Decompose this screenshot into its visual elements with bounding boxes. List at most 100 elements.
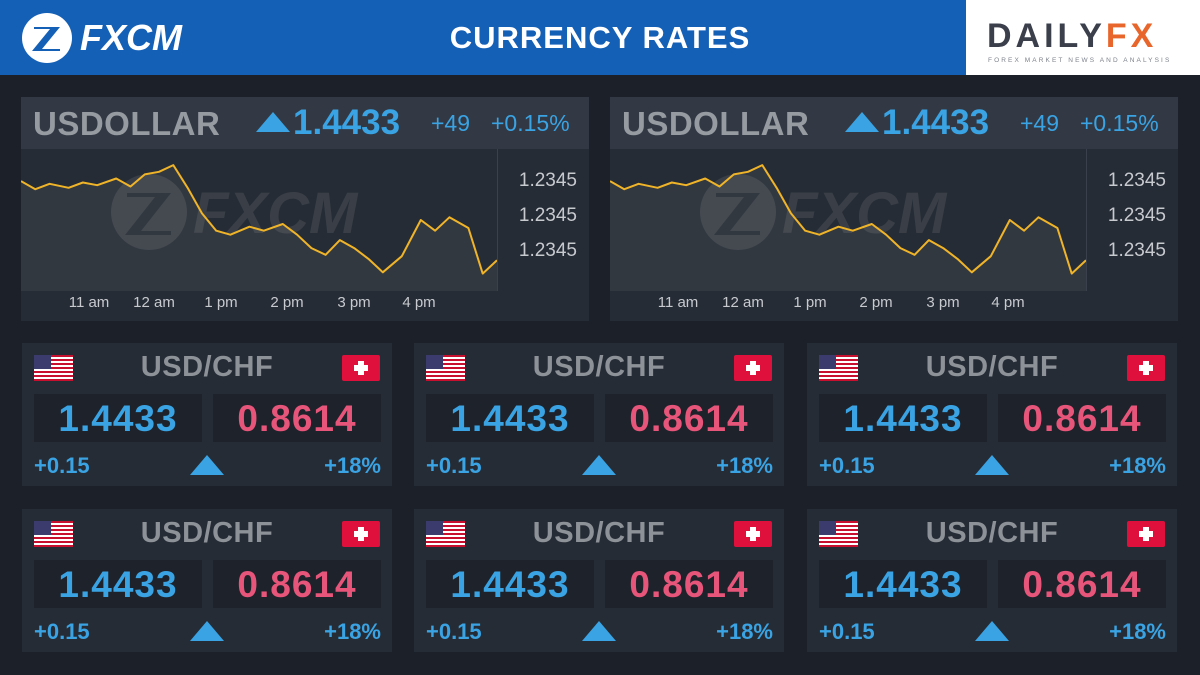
time-tick-label: 2 pm [270,294,304,311]
time-tick-label: 4 pm [402,294,436,311]
time-tick-label: 1 pm [793,294,827,311]
change-percent: +18% [716,453,773,478]
price-tick-label: 1.2345 [1107,240,1166,261]
fxcm-watermark: FXCM [111,174,359,250]
time-tick-label: 12 am [133,294,175,311]
change-value: +49 [431,110,471,136]
us-flag-icon [34,355,73,381]
price-axis: 1.2345 1.2345 1.2345 [497,149,589,291]
time-tick-label: 12 am [722,294,764,311]
bid-price: 1.4433 [819,560,987,608]
us-flag-icon [819,521,858,547]
change-percent: +0.15% [491,110,570,136]
bid-price: 1.4433 [426,394,594,442]
time-tick-label: 4 pm [991,294,1025,311]
time-tick-label: 11 am [68,294,110,311]
chart-panel-header: USDOLLAR 1.4433 +49 +0.15% [21,97,589,149]
up-arrow-icon [975,455,1009,475]
swiss-flag-icon [734,355,772,381]
dailyfx-logo-text: DAILYFX [987,18,1157,54]
currency-pair: USD/CHF [925,351,1059,383]
up-arrow-icon [975,621,1009,641]
change-value: +0.15 [426,619,482,644]
up-arrow-icon [190,621,224,641]
price-area [610,165,1086,291]
price-tick-label: 1.2345 [1107,205,1166,226]
ask-price: 0.8614 [605,560,773,608]
up-arrow-icon [190,455,224,475]
up-arrow-icon [582,455,616,475]
us-flag-icon [819,355,858,381]
currency-pair: USD/CHF [532,351,666,383]
chart-panel: USDOLLAR 1.4433 +49 +0.15% FXCM 1.2345 1.… [610,97,1178,321]
bid-price: 1.4433 [34,560,202,608]
price-line [610,164,1086,275]
up-arrow-icon [256,112,290,132]
symbol-label: USDOLLAR [33,105,221,142]
watermark-text: FXCM [193,181,359,246]
price-line [21,164,497,275]
change-value: +0.15 [426,453,482,478]
price-tick-label: 1.2345 [518,205,577,226]
fxcm-logo-text: FXCM [80,16,182,58]
swiss-flag-icon [1127,355,1165,381]
swiss-flag-icon [342,355,380,381]
price-area [21,165,497,291]
change-value: +0.15 [819,619,875,644]
time-tick-label: 2 pm [859,294,893,311]
swiss-flag-icon [734,521,772,547]
price-tick-label: 1.2345 [518,240,577,261]
rate-card[interactable]: USD/CHF 1.4433 0.8614 +0.15 +18% [414,509,784,652]
change-percent: +18% [1109,453,1166,478]
change-value: +0.15 [34,453,90,478]
bid-price: 1.4433 [426,560,594,608]
up-arrow-icon [582,621,616,641]
us-flag-icon [34,521,73,547]
dailyfx-logo: DAILYFX FOREX MARKET NEWS AND ANALYSIS [966,0,1200,75]
price-chart: FXCM [21,164,497,291]
swiss-flag-icon [1127,521,1165,547]
price-chart: FXCM [610,164,1086,291]
symbol-label: USDOLLAR [622,105,810,142]
fxcm-watermark: FXCM [700,174,948,250]
time-tick-label: 11 am [657,294,699,311]
bid-price: 1.4433 [34,394,202,442]
rate-card[interactable]: USD/CHF 1.4433 0.8614 +0.15 +18% [414,343,784,486]
ask-price: 0.8614 [605,394,773,442]
chart-panel: USDOLLAR 1.4433 +49 +0.15% FXCM 1.2345 1.… [21,97,589,321]
currency-pair: USD/CHF [140,517,274,549]
us-flag-icon [426,521,465,547]
chart-panel-header: USDOLLAR 1.4433 +49 +0.15% [610,97,1178,149]
dailyfx-tagline: FOREX MARKET NEWS AND ANALYSIS [988,57,1172,64]
time-tick-label: 3 pm [926,294,960,311]
header-bar: FXCM CURRENCY RATES DAILYFX FOREX MARKET… [0,0,1200,75]
change-percent: +18% [1109,619,1166,644]
ask-price: 0.8614 [213,394,381,442]
time-tick-label: 3 pm [337,294,371,311]
swiss-flag-icon [342,521,380,547]
fxcm-logo-icon [22,12,72,63]
dailyfx-logo-part2: FX [1105,17,1158,55]
bid-price: 1.4433 [819,394,987,442]
time-tick-label: 1 pm [204,294,238,311]
currency-pair: USD/CHF [532,517,666,549]
ask-price: 0.8614 [213,560,381,608]
change-value: +0.15 [819,453,875,478]
fxcm-logo: FXCM [20,10,182,65]
rate-card[interactable]: USD/CHF 1.4433 0.8614 +0.15 +18% [807,509,1177,652]
change-percent: +18% [716,619,773,644]
us-flag-icon [426,355,465,381]
rate-card[interactable]: USD/CHF 1.4433 0.8614 +0.15 +18% [22,509,392,652]
rate-value: 1.4433 [882,103,990,142]
price-tick-label: 1.2345 [518,170,577,191]
rate-value: 1.4433 [293,103,401,142]
currency-pair: USD/CHF [140,351,274,383]
price-tick-label: 1.2345 [1107,170,1166,191]
watermark-text: FXCM [782,181,948,246]
rate-card[interactable]: USD/CHF 1.4433 0.8614 +0.15 +18% [807,343,1177,486]
ask-price: 0.8614 [998,394,1166,442]
rate-card[interactable]: USD/CHF 1.4433 0.8614 +0.15 +18% [22,343,392,486]
change-percent: +18% [324,453,381,478]
time-axis: 11 am 12 am 1 pm 2 pm 3 pm 4 pm [21,291,497,321]
ask-price: 0.8614 [998,560,1166,608]
